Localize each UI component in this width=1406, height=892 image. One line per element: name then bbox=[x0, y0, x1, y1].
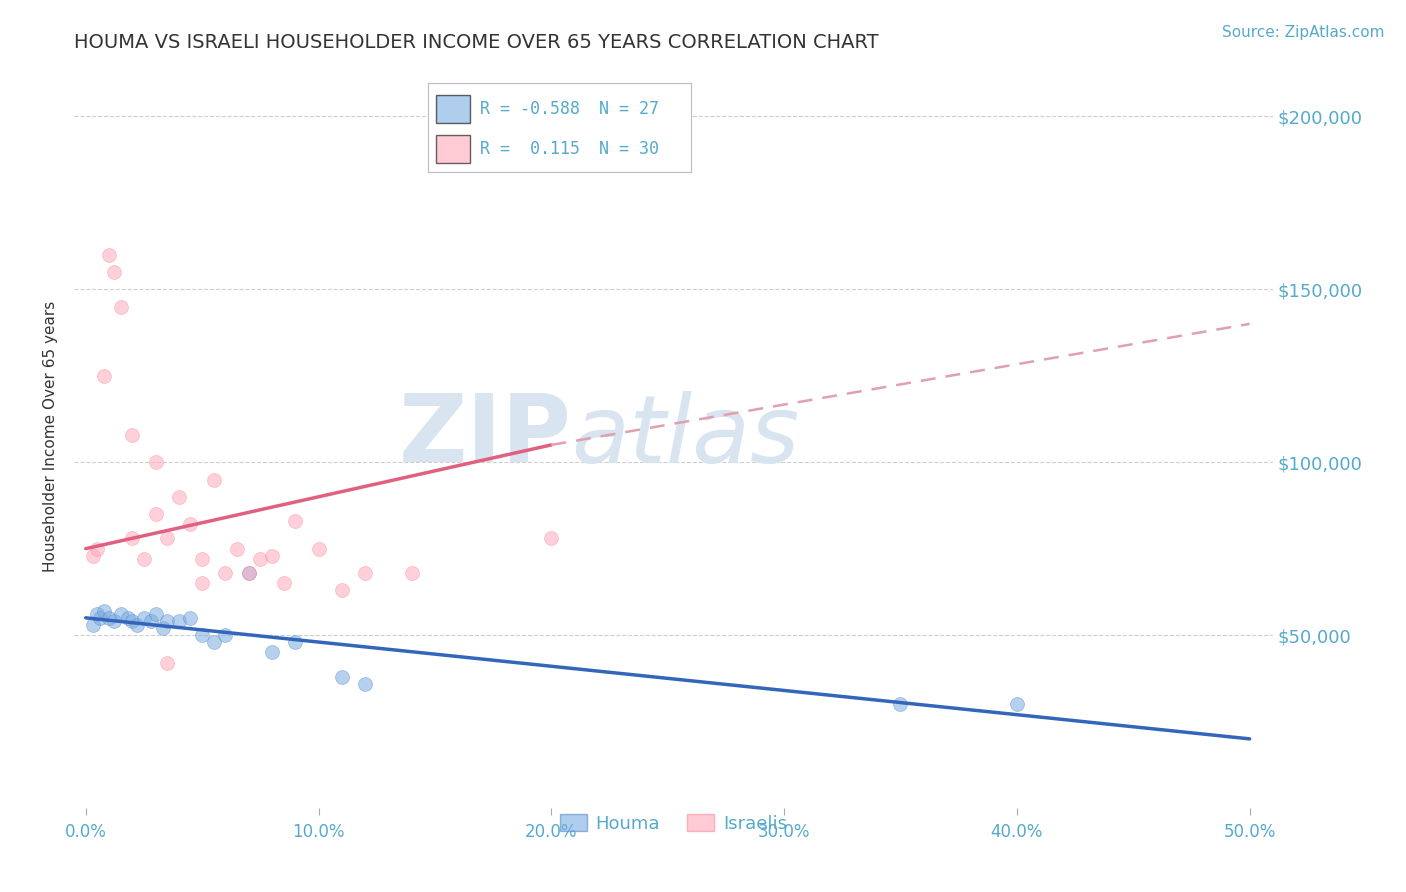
Point bbox=[145, 507, 167, 521]
Point bbox=[86, 541, 108, 556]
Point bbox=[121, 615, 143, 629]
Point bbox=[238, 566, 260, 580]
Point bbox=[273, 576, 295, 591]
Legend: Houma, Israelis: Houma, Israelis bbox=[553, 807, 794, 840]
Point bbox=[139, 615, 162, 629]
Text: ZIP: ZIP bbox=[399, 391, 572, 483]
Point bbox=[121, 531, 143, 545]
Point bbox=[145, 455, 167, 469]
Point bbox=[93, 368, 115, 383]
Point bbox=[330, 670, 353, 684]
Point bbox=[93, 604, 115, 618]
Point bbox=[132, 552, 155, 566]
Point bbox=[179, 611, 201, 625]
Point bbox=[191, 628, 214, 642]
Point bbox=[214, 566, 236, 580]
Point bbox=[156, 531, 179, 545]
Point bbox=[110, 300, 132, 314]
Point bbox=[98, 248, 121, 262]
Point bbox=[249, 552, 271, 566]
Point bbox=[156, 615, 179, 629]
Point bbox=[110, 607, 132, 622]
Point bbox=[82, 617, 104, 632]
Point bbox=[284, 514, 307, 528]
Point bbox=[191, 552, 214, 566]
Point bbox=[284, 635, 307, 649]
Point bbox=[308, 541, 330, 556]
Point bbox=[86, 607, 108, 622]
Point bbox=[167, 490, 190, 504]
Point bbox=[354, 566, 377, 580]
Point bbox=[330, 583, 353, 598]
Point bbox=[121, 427, 143, 442]
Text: HOUMA VS ISRAELI HOUSEHOLDER INCOME OVER 65 YEARS CORRELATION CHART: HOUMA VS ISRAELI HOUSEHOLDER INCOME OVER… bbox=[75, 33, 879, 52]
Point bbox=[540, 531, 562, 545]
Point bbox=[260, 549, 283, 563]
Point bbox=[889, 698, 911, 712]
Point bbox=[401, 566, 423, 580]
Point bbox=[179, 517, 201, 532]
Point bbox=[145, 607, 167, 622]
Point bbox=[167, 615, 190, 629]
Point bbox=[117, 611, 139, 625]
Point bbox=[191, 576, 214, 591]
Point bbox=[132, 611, 155, 625]
Point bbox=[214, 628, 236, 642]
Point bbox=[82, 549, 104, 563]
Y-axis label: Householder Income Over 65 years: Householder Income Over 65 years bbox=[44, 301, 58, 572]
Point bbox=[103, 615, 125, 629]
Point bbox=[156, 656, 179, 670]
Text: Source: ZipAtlas.com: Source: ZipAtlas.com bbox=[1222, 25, 1385, 40]
Point bbox=[103, 265, 125, 279]
Point bbox=[260, 645, 283, 659]
Point bbox=[152, 621, 174, 635]
Point bbox=[1005, 698, 1028, 712]
Point bbox=[226, 541, 249, 556]
Point bbox=[238, 566, 260, 580]
Text: atlas: atlas bbox=[572, 391, 800, 482]
Point bbox=[125, 617, 148, 632]
Point bbox=[354, 676, 377, 690]
Point bbox=[89, 611, 111, 625]
Point bbox=[98, 611, 121, 625]
Point bbox=[202, 635, 225, 649]
Point bbox=[202, 473, 225, 487]
